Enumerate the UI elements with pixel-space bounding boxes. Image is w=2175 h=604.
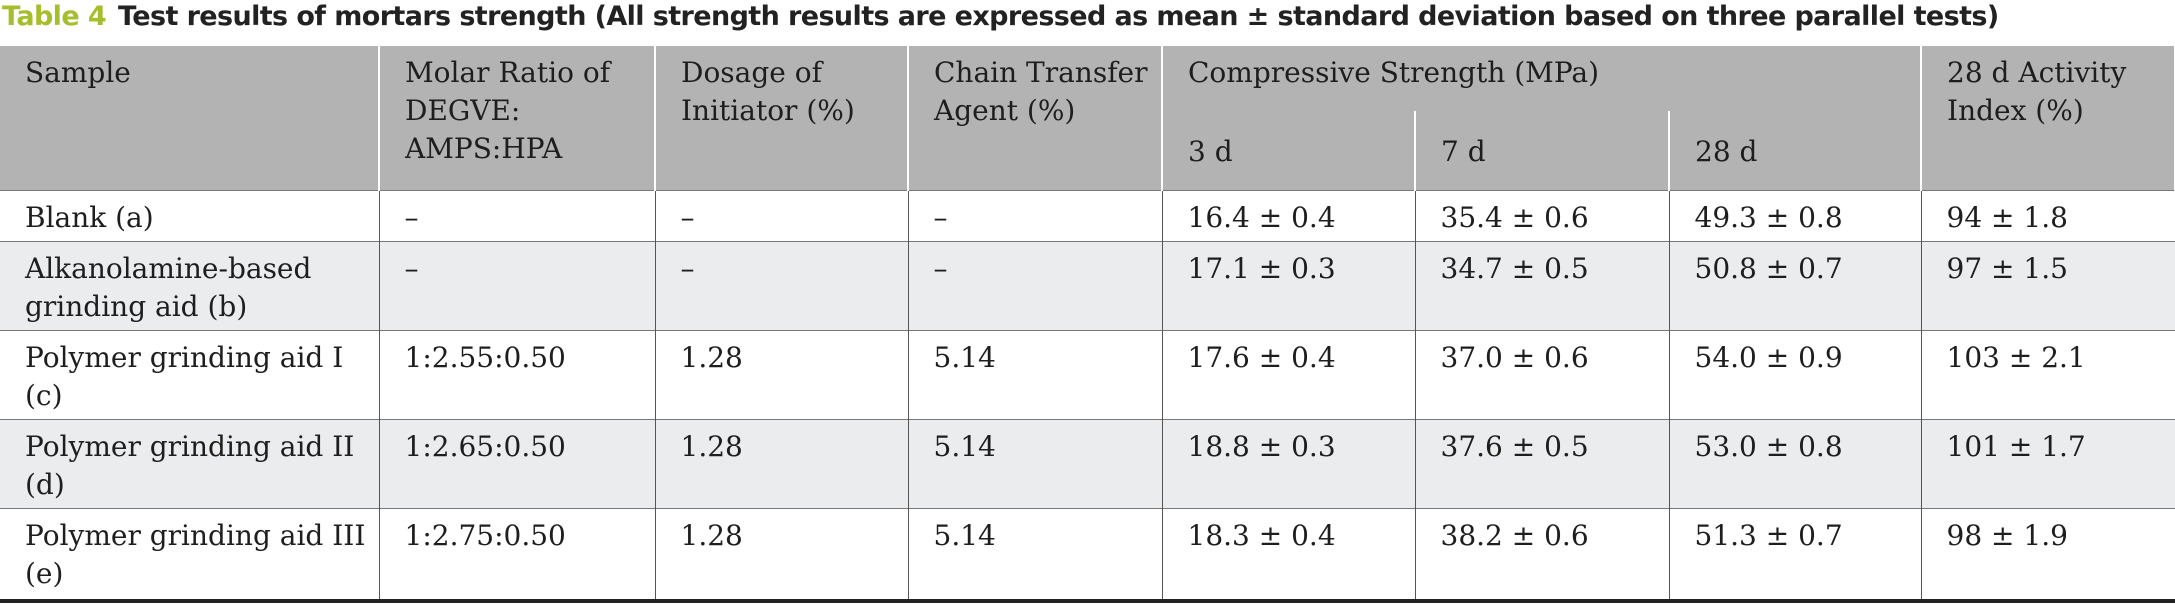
table-cell: 103 ± 2.1	[1920, 329, 2175, 419]
header-cell: Chain Transfer Agent (%)	[907, 46, 1163, 190]
table-cell: 1:2.55:0.50	[378, 329, 655, 419]
table-cell: 97 ± 1.5	[1920, 240, 2175, 330]
table-cell: Blank (a)	[0, 189, 379, 241]
table-cell: 37.6 ± 0.5	[1414, 418, 1669, 508]
table-cell: –	[378, 240, 655, 330]
table-cell: Polymer grinding aid III (e)	[0, 507, 379, 603]
caption-label: Table 4	[2, 1, 107, 32]
table-cell: –	[907, 240, 1162, 330]
table-cell: Polymer grinding aid II (d)	[0, 418, 379, 508]
table-cell: 17.6 ± 0.4	[1161, 329, 1415, 419]
table-cell: 18.8 ± 0.3	[1161, 418, 1415, 508]
table-cell: 34.7 ± 0.5	[1414, 240, 1669, 330]
table: Sample Molar Ratio of DEGVE: AMPS:HPA Do…	[0, 46, 2175, 603]
table-cell: 16.4 ± 0.4	[1161, 189, 1415, 241]
table-cell: 5.14	[907, 329, 1162, 419]
table-cell: 54.0 ± 0.9	[1668, 329, 1922, 419]
header-cell: 3 d	[1162, 111, 1416, 190]
table-cell: 53.0 ± 0.8	[1668, 418, 1922, 508]
table-cell: 50.8 ± 0.7	[1668, 240, 1922, 330]
table-cell: 1:2.75:0.50	[378, 507, 655, 603]
table-cell: 1.28	[654, 329, 908, 419]
header-cell: 7 d	[1414, 111, 1670, 190]
table-body: Blank (a) – – –16.4 ± 0.4 35.4 ± 0.6 49.3 ± 0…	[0, 189, 2175, 603]
table-cell: 94 ± 1.8	[1920, 189, 2175, 241]
table-row: Polymer grinding aid III (e) 1:2.75:0.50 1…	[0, 507, 2175, 603]
table-cell: 49.3 ± 0.8	[1668, 189, 1922, 241]
table-cell: 1:2.65:0.50	[378, 418, 655, 508]
header-cell: Sample	[0, 46, 380, 190]
table-cell: 5.14	[907, 418, 1162, 508]
caption-title: Test results of mortars strength (All st…	[118, 1, 1999, 32]
table-cell: –	[654, 240, 908, 330]
table-cell: 38.2 ± 0.6	[1414, 507, 1669, 603]
table-cell: 101 ± 1.7	[1920, 418, 2175, 508]
table-cell: 98 ± 1.9	[1920, 507, 2175, 603]
table-row: Polymer grinding aid I (c) 1:2.55:0.50 1.2…	[0, 329, 2175, 419]
header-cell: Molar Ratio of DEGVE: AMPS:HPA	[378, 46, 656, 190]
table-cell: 51.3 ± 0.7	[1668, 507, 1922, 603]
table-cell: –	[654, 189, 908, 241]
table-row: Blank (a) – – –16.4 ± 0.4 35.4 ± 0.6 49.3 ± 0…	[0, 189, 2175, 241]
table-cell: 17.1 ± 0.3	[1161, 240, 1415, 330]
table-cell: 18.3 ± 0.4	[1161, 507, 1415, 603]
table-row: Polymer grinding aid II (d) 1:2.65:0.50 1.…	[0, 418, 2175, 508]
caption: Table 4 Test results of mortars strength …	[2, 0, 1999, 40]
table-cell: 1.28	[654, 507, 908, 603]
table-cell: 5.14	[907, 507, 1162, 603]
table-cell: –	[907, 189, 1162, 241]
table-cell: 37.0 ± 0.6	[1414, 329, 1669, 419]
table-cell: 1.28	[654, 418, 908, 508]
header-cell: 28 d Activity Index (%)	[1920, 46, 2175, 190]
table-row: Alkanolamine-based grinding aid (b) – – –17…	[0, 240, 2175, 330]
table-cell: –	[378, 189, 655, 241]
table-cell: 35.4 ± 0.6	[1414, 189, 1669, 241]
header-cell: 28 d	[1667, 111, 1923, 190]
header-cell: Dosage of Initiator (%)	[654, 46, 909, 190]
header-cell: Compressive Strength (MPa)	[1160, 46, 1923, 111]
table-cell: Alkanolamine-based grinding aid (b)	[0, 240, 379, 330]
table-cell: Polymer grinding aid I (c)	[0, 329, 379, 419]
